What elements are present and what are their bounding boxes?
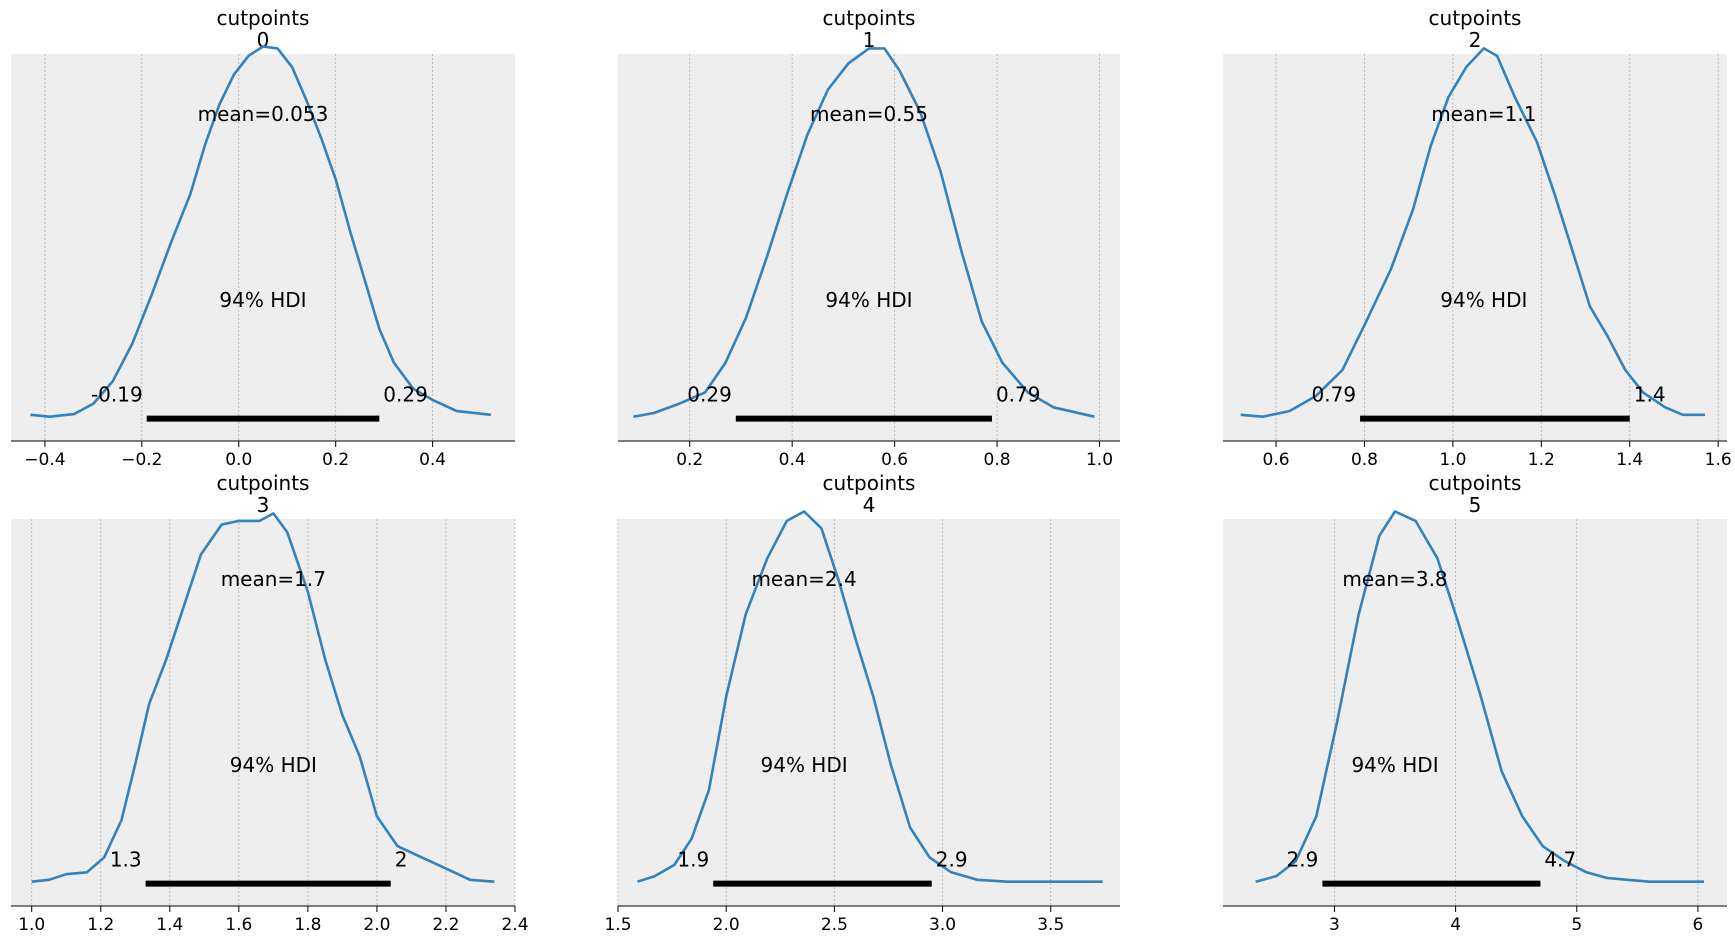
subplot-title: cutpoints	[1429, 471, 1522, 495]
hdi-upper-label: 0.29	[383, 383, 428, 407]
axes-background	[1223, 519, 1727, 906]
x-tick-label: 2.4	[501, 915, 528, 935]
hdi-label: 94% HDI	[1351, 753, 1438, 777]
subplot-title-index: 4	[863, 493, 876, 517]
x-tick-label: −0.2	[121, 450, 162, 470]
density-line	[633, 47, 1095, 418]
mean-label: mean=0.053	[198, 102, 329, 126]
density-line	[30, 45, 491, 418]
subplot-title-index: 5	[1469, 493, 1482, 517]
x-tick-label: 6	[1693, 915, 1704, 935]
x-tick-label: 2.2	[432, 915, 459, 935]
x-tick-label: 0.0	[225, 450, 252, 470]
x-tick-label: 3	[1329, 915, 1340, 935]
subplot-title: cutpoints	[823, 6, 916, 30]
x-tick-label: 0.6	[881, 450, 908, 470]
subplot-title: cutpoints	[217, 471, 310, 495]
density-line	[1255, 510, 1704, 883]
x-tick-label: 2.5	[821, 915, 848, 935]
hdi-lower-label: 0.79	[1312, 383, 1357, 407]
mean-label: mean=2.4	[751, 567, 856, 591]
x-tick-label: 2.0	[363, 915, 390, 935]
density-line	[637, 510, 1103, 883]
subplot-title: cutpoints	[1429, 6, 1522, 30]
hdi-label: 94% HDI	[825, 288, 912, 312]
subplot-title-index: 3	[257, 493, 270, 517]
hdi-upper-label: 2	[395, 848, 408, 872]
x-tick-label: 1.6	[225, 915, 252, 935]
x-tick-label: 1.5	[604, 915, 631, 935]
x-tick-label: 0.2	[322, 450, 349, 470]
subplot-title-index: 2	[1469, 28, 1482, 52]
subplot-title: cutpoints	[823, 471, 916, 495]
hdi-lower-label: 0.29	[687, 383, 732, 407]
x-tick-label: 0.2	[676, 450, 703, 470]
x-tick-label: 1.2	[1528, 450, 1555, 470]
hdi-lower-label: 2.9	[1287, 848, 1319, 872]
x-tick-label: 1.8	[294, 915, 321, 935]
hdi-lower-label: 1.9	[677, 848, 709, 872]
axes-background	[618, 54, 1120, 441]
axes-background	[1223, 54, 1727, 441]
x-tick-label: 1.6	[1705, 450, 1732, 470]
x-tick-label: 4	[1450, 915, 1461, 935]
mean-label: mean=1.7	[221, 567, 326, 591]
density-line	[31, 512, 495, 883]
x-tick-label: 1.4	[1616, 450, 1643, 470]
axes-background	[11, 519, 515, 906]
subplot-title: cutpoints	[217, 6, 310, 30]
density-line	[1240, 47, 1705, 418]
hdi-upper-label: 4.7	[1544, 848, 1576, 872]
hdi-lower-label: 1.3	[110, 848, 142, 872]
mean-label: mean=0.55	[810, 102, 928, 126]
hdi-label: 94% HDI	[230, 753, 317, 777]
hdi-upper-label: 2.9	[936, 848, 968, 872]
x-tick-label: 0.4	[779, 450, 806, 470]
hdi-upper-label: 0.79	[996, 383, 1041, 407]
x-tick-label: 1.0	[18, 915, 45, 935]
x-tick-label: 0.6	[1263, 450, 1290, 470]
axes-background	[11, 54, 515, 441]
x-tick-label: 3.5	[1037, 915, 1064, 935]
hdi-label: 94% HDI	[761, 753, 848, 777]
x-tick-label: 1.0	[1086, 450, 1113, 470]
x-tick-label: 0.8	[984, 450, 1011, 470]
x-tick-label: 1.2	[87, 915, 114, 935]
mean-label: mean=1.1	[1431, 102, 1536, 126]
x-tick-label: 0.8	[1351, 450, 1378, 470]
hdi-label: 94% HDI	[1440, 288, 1527, 312]
x-tick-label: 1.4	[156, 915, 183, 935]
x-tick-label: 2.0	[713, 915, 740, 935]
x-tick-label: −0.4	[24, 450, 65, 470]
hdi-upper-label: 1.4	[1634, 383, 1666, 407]
mean-label: mean=3.8	[1342, 567, 1447, 591]
x-tick-label: 0.4	[419, 450, 446, 470]
subplot-0: −0.4 −0.2 0.0 0.2 0.4cutpoints0mean=0.05394%…	[11, 6, 515, 470]
hdi-label: 94% HDI	[219, 288, 306, 312]
x-tick-label: 5	[1571, 915, 1582, 935]
x-tick-label: 3.0	[929, 915, 956, 935]
hdi-lower-label: -0.19	[91, 383, 143, 407]
axes-background	[618, 519, 1120, 906]
x-tick-label: 1.0	[1439, 450, 1466, 470]
subplot-title-index: 1	[863, 28, 876, 52]
